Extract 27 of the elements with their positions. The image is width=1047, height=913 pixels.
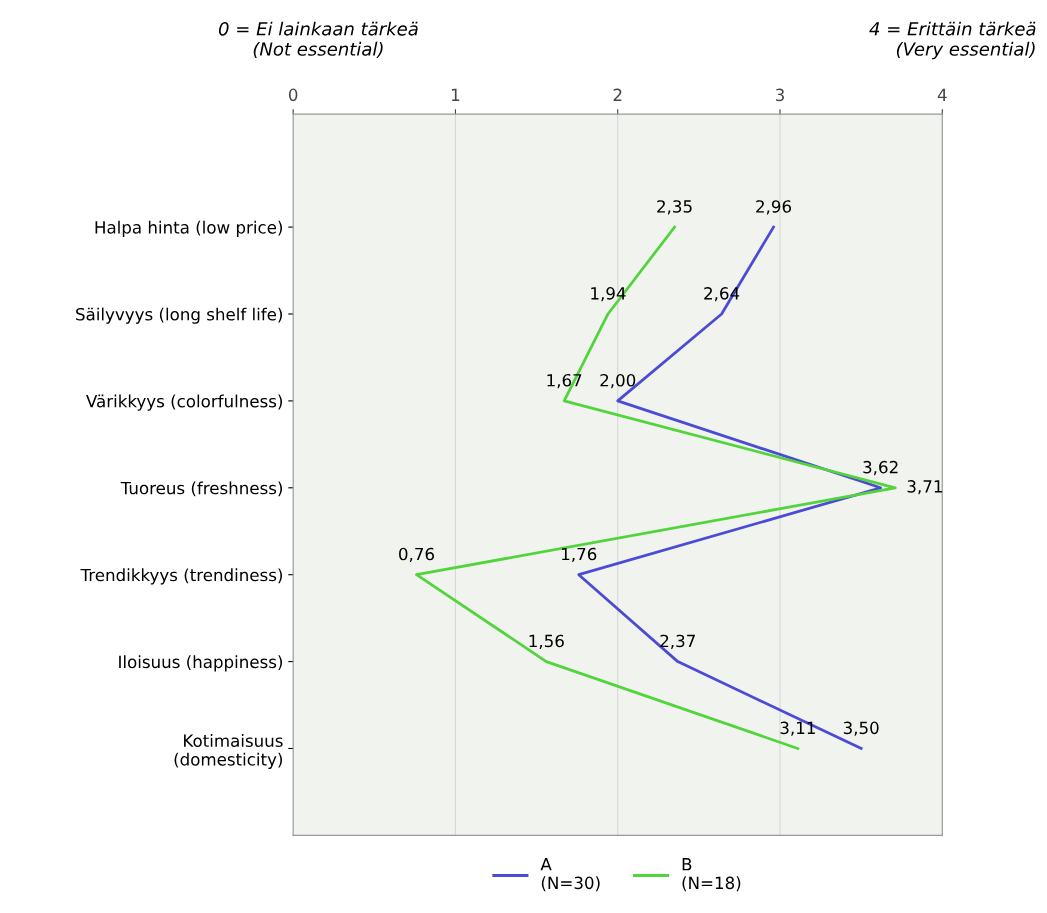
x-tick-label: 1 [451, 88, 460, 101]
data-label: 2,96 [756, 200, 792, 215]
data-label: 3,50 [843, 721, 879, 736]
y-tick-label: Trendikkyys (trendiness) [80, 568, 283, 585]
text: 0 = Ei lainkaan tärkeä (Not essential) [218, 21, 418, 58]
data-label: 2,37 [660, 634, 695, 649]
x-tick-label: 2 [613, 88, 622, 101]
x-tick-label: 0 [288, 88, 298, 102]
y-tick-label: Tuoreus (freshness) [120, 481, 283, 497]
data-label: 3,11 [780, 721, 815, 736]
legend-label: A (N=30) [540, 858, 600, 892]
data-label: 0,76 [399, 547, 434, 563]
data-label: 3,71 [907, 480, 942, 495]
y-tick-label: Halpa hinta (low price) [95, 220, 283, 237]
data-label: 2,00 [600, 373, 636, 389]
y-tick-label: Värikkyys (colorfulness) [86, 394, 283, 411]
data-label: 1,76 [562, 547, 597, 563]
data-label: 2,35 [657, 200, 692, 215]
x-tick-label: 3 [775, 88, 784, 102]
y-tick-label: Iloisuus (happiness) [119, 655, 283, 672]
text: 4 = Erittäin tärkeä (Very essential) [869, 21, 1036, 60]
y-tick-label: Säilyvyys (long shelf life) [76, 307, 282, 324]
y-tick-label: Kotimaisuus (domesticity) [174, 734, 283, 769]
legend-label: B (N=18) [682, 858, 741, 892]
data-label: 3,62 [863, 460, 898, 476]
x-tick-label: 4 [937, 88, 947, 101]
data-label: 1,56 [529, 634, 564, 649]
